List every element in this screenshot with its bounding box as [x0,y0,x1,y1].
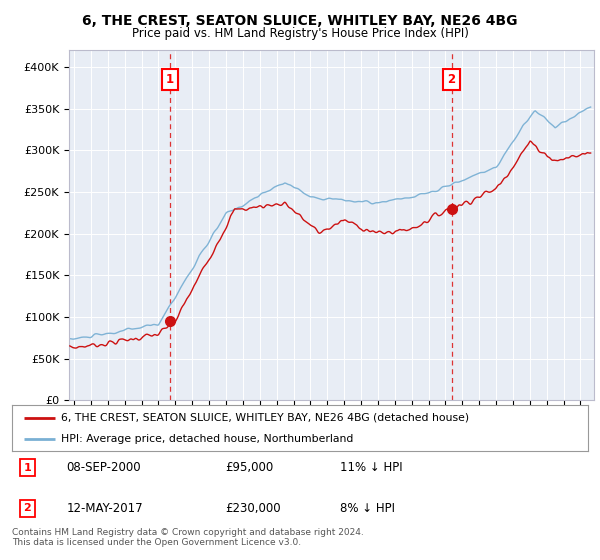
Text: 12-MAY-2017: 12-MAY-2017 [67,502,143,515]
Text: 1: 1 [166,73,174,86]
Text: 6, THE CREST, SEATON SLUICE, WHITLEY BAY, NE26 4BG (detached house): 6, THE CREST, SEATON SLUICE, WHITLEY BAY… [61,413,469,423]
Text: HPI: Average price, detached house, Northumberland: HPI: Average price, detached house, Nort… [61,435,353,444]
Text: 11% ↓ HPI: 11% ↓ HPI [340,461,403,474]
Text: 8% ↓ HPI: 8% ↓ HPI [340,502,395,515]
Text: Price paid vs. HM Land Registry's House Price Index (HPI): Price paid vs. HM Land Registry's House … [131,27,469,40]
Text: 1: 1 [23,463,31,473]
Text: £95,000: £95,000 [225,461,274,474]
Text: Contains HM Land Registry data © Crown copyright and database right 2024.
This d: Contains HM Land Registry data © Crown c… [12,528,364,547]
Text: £230,000: £230,000 [225,502,281,515]
Text: 2: 2 [23,503,31,513]
Text: 6, THE CREST, SEATON SLUICE, WHITLEY BAY, NE26 4BG: 6, THE CREST, SEATON SLUICE, WHITLEY BAY… [82,14,518,28]
Text: 2: 2 [448,73,455,86]
Text: 08-SEP-2000: 08-SEP-2000 [67,461,142,474]
